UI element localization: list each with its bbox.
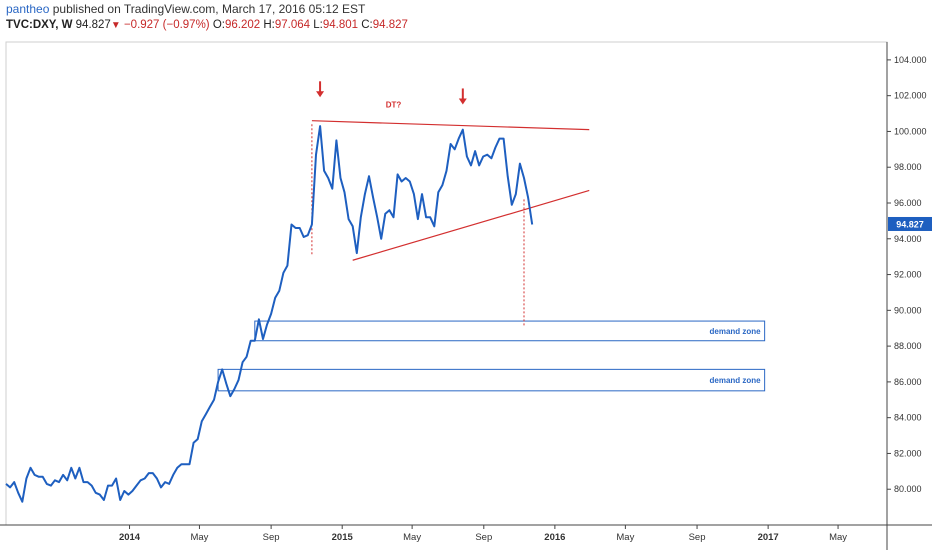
open-value: 96.202	[224, 19, 261, 31]
low-label: L:	[313, 19, 323, 31]
plot-area	[5, 41, 888, 526]
y-tick-label: 80.000	[894, 484, 922, 494]
down-arrow-icon	[316, 91, 325, 98]
y-tick-label: 88.000	[894, 341, 922, 351]
down-arrow-icon	[458, 98, 467, 105]
demand-zone-label: demand zone	[710, 376, 762, 385]
publish-text: published on TradingView.com, March 17, …	[49, 2, 366, 16]
trend-line[interactable]	[352, 189, 590, 261]
demand-zone-box[interactable]	[217, 368, 766, 392]
trend-line[interactable]	[311, 120, 590, 131]
publish-info: pantheo published on TradingView.com, Ma…	[6, 2, 365, 16]
close-value: 94.827	[372, 19, 408, 31]
x-tick-label: Sep	[263, 532, 280, 543]
y-tick-label: 86.000	[894, 377, 922, 387]
high-label: H:	[263, 19, 275, 31]
low-value: 94.801	[322, 19, 359, 31]
price-change: −0.927 (−0.97%)	[123, 19, 210, 31]
y-tick-label: 98.000	[894, 162, 922, 172]
annotation-label: DT?	[386, 101, 402, 110]
x-tick-label: 2016	[544, 532, 565, 543]
x-tick-label: May	[616, 532, 634, 543]
y-tick-label: 100.000	[894, 126, 927, 136]
y-tick-label: 104.000	[894, 55, 927, 65]
last-price: 94.827	[75, 19, 111, 31]
y-tick-label: 102.000	[894, 91, 927, 101]
chart-header: pantheo published on TradingView.com, Ma…	[0, 0, 932, 36]
x-tick-label: 2014	[119, 532, 141, 543]
open-label: O:	[212, 19, 225, 31]
x-tick-label: Sep	[475, 532, 492, 543]
y-tick-label: 92.000	[894, 270, 922, 280]
down-arrow-icon: ▼	[110, 20, 121, 31]
y-tick-label: 82.000	[894, 448, 922, 458]
x-tick-label: May	[190, 532, 208, 543]
last-price-tag-label: 94.827	[896, 219, 924, 229]
y-tick-label: 94.000	[894, 234, 922, 244]
x-tick-label: May	[829, 532, 847, 543]
price-series-line[interactable]	[5, 125, 534, 503]
author-link[interactable]: pantheo	[6, 2, 50, 16]
high-value: 97.064	[274, 19, 311, 31]
y-tick-label: 90.000	[894, 305, 922, 315]
y-tick-label: 96.000	[894, 198, 922, 208]
last-price-tag	[888, 216, 932, 231]
ohlc-legend: TVC:DXY, W 94.827▼ −0.927 (−0.97%) O:96.…	[6, 19, 408, 31]
x-tick-label: 2017	[758, 532, 779, 543]
x-tick-label: Sep	[689, 532, 706, 543]
demand-zone-box[interactable]	[254, 320, 766, 342]
demand-zone-label: demand zone	[710, 327, 762, 336]
close-label: C:	[361, 19, 373, 31]
x-tick-label: 2015	[332, 532, 354, 543]
x-tick-label: May	[403, 532, 421, 543]
symbol-label[interactable]: TVC:DXY, W	[6, 19, 73, 31]
y-tick-label: 84.000	[894, 413, 922, 423]
